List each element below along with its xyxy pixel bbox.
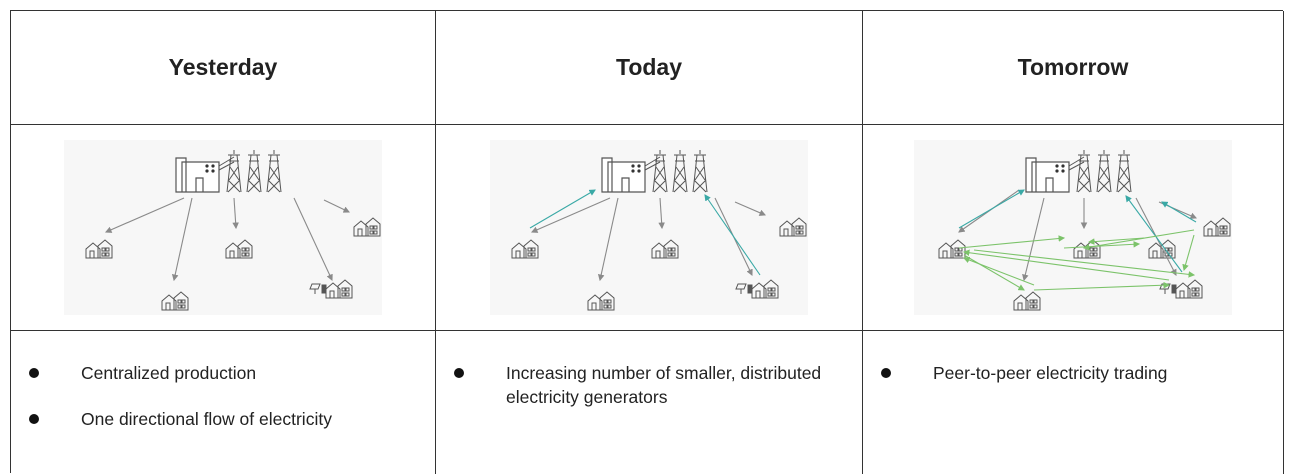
bullet-text: One directional flow of electricity — [81, 409, 332, 429]
diagram-cell — [11, 125, 436, 331]
bullet-text: Peer-to-peer electricity trading — [933, 363, 1167, 383]
bullet-dot — [881, 368, 891, 378]
bullet-cell: Peer-to-peer electricity trading — [863, 331, 1284, 474]
diagram — [939, 150, 1230, 310]
diagram-image — [490, 140, 808, 315]
column-header: Yesterday — [11, 11, 436, 125]
bullet-dot — [454, 368, 464, 378]
bullet-dot — [29, 414, 39, 424]
bullet-text: Centralized production — [81, 363, 256, 383]
diagram-image — [914, 140, 1232, 315]
bullet-item: Centralized production — [11, 361, 435, 385]
bullet-text: Increasing number of smaller, distribute… — [506, 363, 821, 407]
bullet-cell: Increasing number of smaller, distribute… — [436, 331, 863, 474]
diagram — [86, 150, 380, 310]
bullet-item: One directional flow of electricity — [11, 407, 435, 431]
column-header: Today — [436, 11, 863, 125]
diagram — [512, 150, 806, 310]
page: {"columns":[ {"header":"Yesterday","bull… — [0, 0, 1289, 473]
bullet-cell: Centralized production One directional fl… — [11, 331, 436, 474]
bullet-item: Peer-to-peer electricity trading — [863, 361, 1283, 385]
bullet-item: Increasing number of smaller, distribute… — [436, 361, 862, 409]
diagram-cell — [436, 125, 863, 331]
diagram-cell — [863, 125, 1284, 331]
diagram-image — [64, 140, 382, 315]
bullet-dot — [29, 368, 39, 378]
column-header: Tomorrow — [863, 11, 1284, 125]
